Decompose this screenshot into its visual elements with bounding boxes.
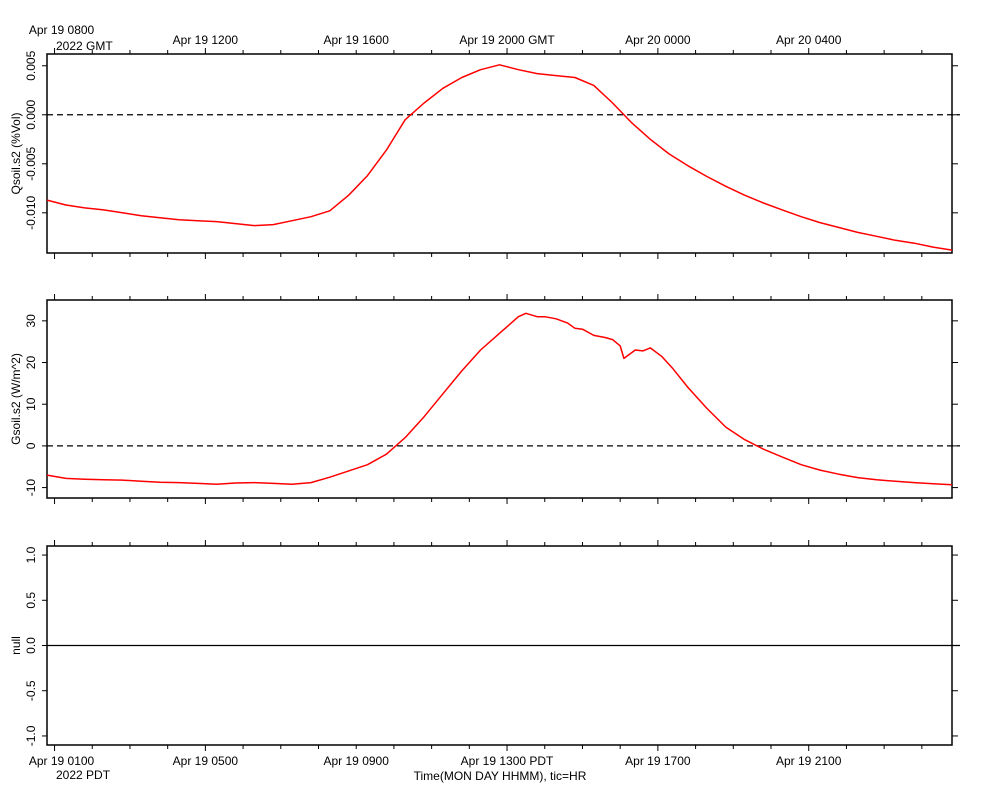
y-tick-label: -10 [24,479,38,497]
gmt-tick-label: Apr 20 0400 [776,33,842,47]
panel-null: 1.0 0.5 0.0 -0.5 -1.0 null [9,540,960,751]
pdt-tick-label: Apr 19 0900 [324,754,390,768]
y-tick-label: 0.0 [24,637,38,654]
gmt-time-axis: Apr 19 0800 Apr 19 1200 Apr 19 1600 Apr 19 … [29,23,842,47]
pdt-time-axis: Apr 19 0100 Apr 19 0500 Apr 19 0900 Apr 19 … [29,754,842,768]
y-axis-title: null [9,636,23,655]
y-axis-title: Gsoil.s2 (W/m^2) [9,353,23,445]
x-axis-title: Time(MON DAY HHMM), tic=HR [414,769,587,783]
y-tick-label: 0 [24,442,38,449]
y-tick-label: 0.5 [24,592,38,609]
y-tick-label: 20 [24,356,38,370]
pdt-tick-label: Apr 19 1300 PDT [461,754,554,768]
plot-frame [46,53,953,254]
y-tick-label: 1.0 [24,546,38,563]
series-line [46,312,953,486]
y-tick-label: 0.000 [24,99,38,129]
pdt-tick-label: Apr 19 1700 [625,754,691,768]
gmt-tick-label: Apr 19 0800 [29,23,95,37]
pdt-tick-label: Apr 19 0100 [29,754,95,768]
gmt-tick-label: Apr 19 1200 [173,33,239,47]
gmt-tick-label: Apr 19 1600 [324,33,390,47]
y-tick-label: 0.005 [24,50,38,80]
y-tick-label: -0.010 [24,195,38,229]
y-tick-label: -1.0 [24,725,38,746]
y-tick-label: -0.005 [24,146,38,180]
gmt-year-label: 2022 GMT [56,39,113,53]
y-axis-title: Qsoil.s2 (%Vol) [9,112,23,194]
gmt-tick-label: Apr 19 2000 GMT [459,33,555,47]
pdt-tick-label: Apr 19 0500 [173,754,239,768]
y-tick-label: -0.5 [24,680,38,701]
y-tick-label: 10 [24,397,38,411]
series-line [46,64,953,251]
plot-frame [46,299,953,499]
panel-gsoil: 30 20 10 0 -10 Gsoil.s2 (W/m^2) [9,294,960,504]
pdt-year-label: 2022 PDT [56,768,111,782]
y-tick-label: 30 [24,314,38,328]
pdt-tick-label: Apr 19 2100 [776,754,842,768]
gmt-tick-label: Apr 20 0000 [625,33,691,47]
